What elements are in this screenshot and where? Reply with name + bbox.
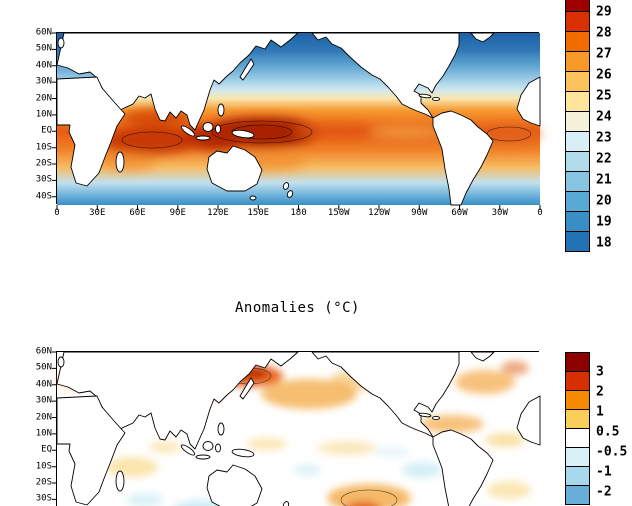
- colorbar-tick-label: 22: [596, 151, 612, 167]
- colorbar-cell: [565, 409, 590, 429]
- anomaly-lat-axis: 60N 50N 40N 30N 20N 10N EQ 10S 20S 30S: [16, 347, 54, 506]
- lon-tick-label: 30W: [491, 208, 508, 218]
- sst-map: [51, 32, 541, 210]
- lat-tick-label: 30N: [35, 76, 52, 87]
- lat-tick-label: 20N: [35, 93, 52, 104]
- colorbar-cell: [565, 485, 590, 505]
- colorbar-tick-label: 24: [596, 109, 612, 125]
- sst-map-frame: [51, 31, 541, 210]
- colorbar-tick-label: 27: [596, 46, 612, 62]
- lon-tick-label: 60E: [129, 208, 146, 218]
- colorbar-tick-label: 19: [596, 214, 612, 230]
- lat-tick-label: 20S: [35, 477, 52, 488]
- lat-tick-label: 30S: [35, 493, 52, 504]
- lon-tick-label: 0: [54, 208, 60, 218]
- colorbar-cell: [565, 31, 590, 52]
- colorbar-tick-label: 1: [596, 404, 604, 420]
- colorbar-cell: [565, 131, 590, 152]
- anomaly-map-frame: [51, 350, 540, 506]
- colorbar-tick-label: 28: [596, 25, 612, 41]
- lat-tick-label: 20S: [35, 158, 52, 169]
- colorbar-cell: [565, 111, 590, 132]
- lat-tick-label: 40N: [35, 379, 52, 390]
- colorbar-cell: [565, 71, 590, 92]
- colorbar-cell: [565, 371, 590, 391]
- colorbar-cell: [565, 211, 590, 232]
- colorbar-cell: [565, 191, 590, 212]
- lon-tick-label: 150W: [327, 208, 350, 218]
- colorbar-tick-label: 23: [596, 130, 612, 146]
- lat-tick-label: 10N: [35, 428, 52, 439]
- lon-tick-label: 180: [290, 208, 307, 218]
- lon-tick-label: 120E: [207, 208, 229, 218]
- colorbar-tick-label: 3: [596, 364, 604, 380]
- anomaly-title: Anomalies (°C): [234, 300, 360, 316]
- colorbar-tick-label: 18: [596, 235, 612, 251]
- colorbar-cell: [565, 171, 590, 192]
- colorbar-tick-label: 26: [596, 67, 612, 83]
- lat-tick-label: 10N: [35, 109, 52, 120]
- lon-tick-label: 90W: [411, 208, 428, 218]
- colorbar-tick-label: -2: [596, 484, 612, 500]
- lon-tick-label: 60W: [451, 208, 468, 218]
- colorbar-cell: [565, 231, 590, 252]
- colorbar-tick-label: 25: [596, 88, 612, 104]
- anomaly-map: [51, 351, 540, 506]
- lat-tick-label: 30S: [35, 174, 52, 185]
- lon-tick-label: 90E: [169, 208, 186, 218]
- colorbar-cell: [565, 151, 590, 172]
- lat-tick-label: 60N: [35, 27, 52, 38]
- lat-tick-label: 10S: [35, 461, 52, 472]
- colorbar-tick-label: 2: [596, 384, 604, 400]
- lon-tick-label: 120W: [368, 208, 390, 218]
- colorbar-tick-label: 29: [596, 4, 612, 20]
- colorbar-tick-label: -1: [596, 464, 612, 480]
- anomaly-colorbar: 3 2 1 0.5 -0.5 -1 -2: [565, 352, 627, 505]
- colorbar-cell: [565, 466, 590, 486]
- colorbar-cell: [565, 390, 590, 410]
- colorbar-cell: [565, 91, 590, 112]
- colorbar-tick-label: 0.5: [596, 424, 620, 440]
- colorbar-tick-label: 21: [596, 172, 612, 188]
- lat-tick-label: 50N: [35, 43, 52, 54]
- lat-tick-label: 50N: [35, 362, 52, 373]
- lat-tick-label: 40N: [35, 60, 52, 71]
- lat-tick-label: 60N: [35, 346, 52, 357]
- lat-tick-label: 20N: [35, 412, 52, 423]
- lat-tick-label: EQ: [41, 125, 52, 136]
- lon-tick-label: 0: [537, 208, 543, 218]
- colorbar-cell: [565, 11, 590, 32]
- colorbar-cell: [565, 352, 590, 372]
- sst-colorbar: 29 28 27 26 25 24 23 22 21 20 19 18: [565, 0, 612, 252]
- colorbar-tick-label: -0.5: [596, 444, 628, 460]
- lat-tick-label: EQ: [41, 444, 52, 455]
- colorbar-cell: [565, 428, 590, 448]
- lon-tick-label: 30E: [89, 208, 106, 218]
- lat-tick-label: 30N: [35, 395, 52, 406]
- lat-tick-label: 10S: [35, 142, 52, 153]
- lat-tick-label: 40S: [35, 191, 52, 202]
- colorbar-cell: [565, 51, 590, 72]
- colorbar-cell: [565, 447, 590, 467]
- colorbar-tick-label: 20: [596, 193, 612, 209]
- sst-lat-axis: 60N 50N 40N 30N 20N 10N EQ 10S 20S 30S 40S: [16, 28, 54, 205]
- sst-lon-axis: 0 30E 60E 90E 120E 150E 180 150W 120W 90W 60W 30W 0: [54, 206, 543, 220]
- lon-tick-label: 150E: [247, 208, 270, 218]
